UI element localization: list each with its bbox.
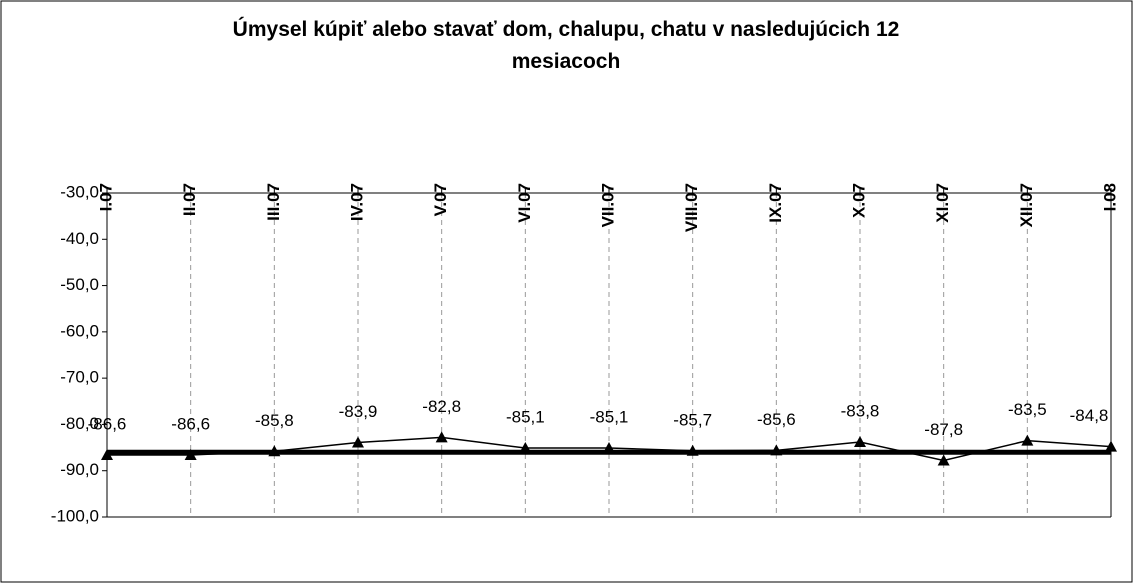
data-point [603, 442, 615, 454]
data-point [1105, 440, 1117, 452]
x-tick-label: X.07 [849, 183, 868, 218]
data-point [770, 444, 783, 456]
x-tick-label: XI.07 [933, 183, 952, 223]
y-tick-label: -60,0 [60, 321, 99, 340]
x-tick-label: V.07 [431, 183, 450, 216]
x-tick-label: I.07 [96, 183, 115, 211]
data-label: -83,8 [841, 402, 880, 421]
data-point [101, 448, 113, 460]
data-label: -86,6 [171, 414, 210, 433]
y-tick-label: -70,0 [60, 368, 99, 387]
data-label: -82,8 [422, 397, 461, 416]
x-tick-label: I.08 [1100, 183, 1119, 211]
data-label: -86,6 [88, 414, 127, 433]
data-point [1021, 434, 1034, 446]
x-tick-label: VI.07 [515, 183, 534, 223]
chart-title: Úmysel kúpiť alebo stavať dom, chalupu, … [233, 17, 900, 73]
x-tick-label: XII.07 [1017, 183, 1036, 227]
x-tick-label: IV.07 [347, 183, 366, 221]
y-tick-label: -90,0 [60, 460, 99, 479]
y-tick-label: -100,0 [51, 506, 99, 525]
x-tick-label: IX.07 [766, 183, 785, 223]
y-tick-label: -50,0 [60, 275, 99, 294]
data-label: -83,9 [339, 402, 378, 421]
data-label: -85,6 [757, 410, 796, 429]
data-label: -85,1 [590, 408, 629, 427]
data-point [352, 436, 364, 448]
data-point [854, 436, 866, 448]
y-tick-label: -80,0 [60, 414, 99, 433]
data-point [686, 444, 699, 456]
data-point [268, 445, 281, 457]
data-label: -83,5 [1008, 400, 1047, 419]
data-label: -85,1 [506, 408, 545, 427]
data-point [435, 431, 448, 443]
data-label: -85,8 [255, 411, 294, 430]
y-tick-label: -40,0 [60, 229, 99, 248]
data-point [519, 442, 532, 454]
data-label: -85,7 [673, 410, 712, 429]
x-tick-label: VIII.07 [682, 183, 701, 232]
x-tick-label: VII.07 [598, 183, 617, 227]
data-label: -87,8 [924, 420, 963, 439]
x-tick-label: II.07 [180, 183, 199, 216]
data-point [937, 454, 950, 466]
x-tick-label: III.07 [264, 183, 283, 221]
y-tick-label: -30,0 [60, 182, 99, 201]
data-point [184, 448, 197, 460]
data-label: -84,8 [1070, 406, 1109, 425]
